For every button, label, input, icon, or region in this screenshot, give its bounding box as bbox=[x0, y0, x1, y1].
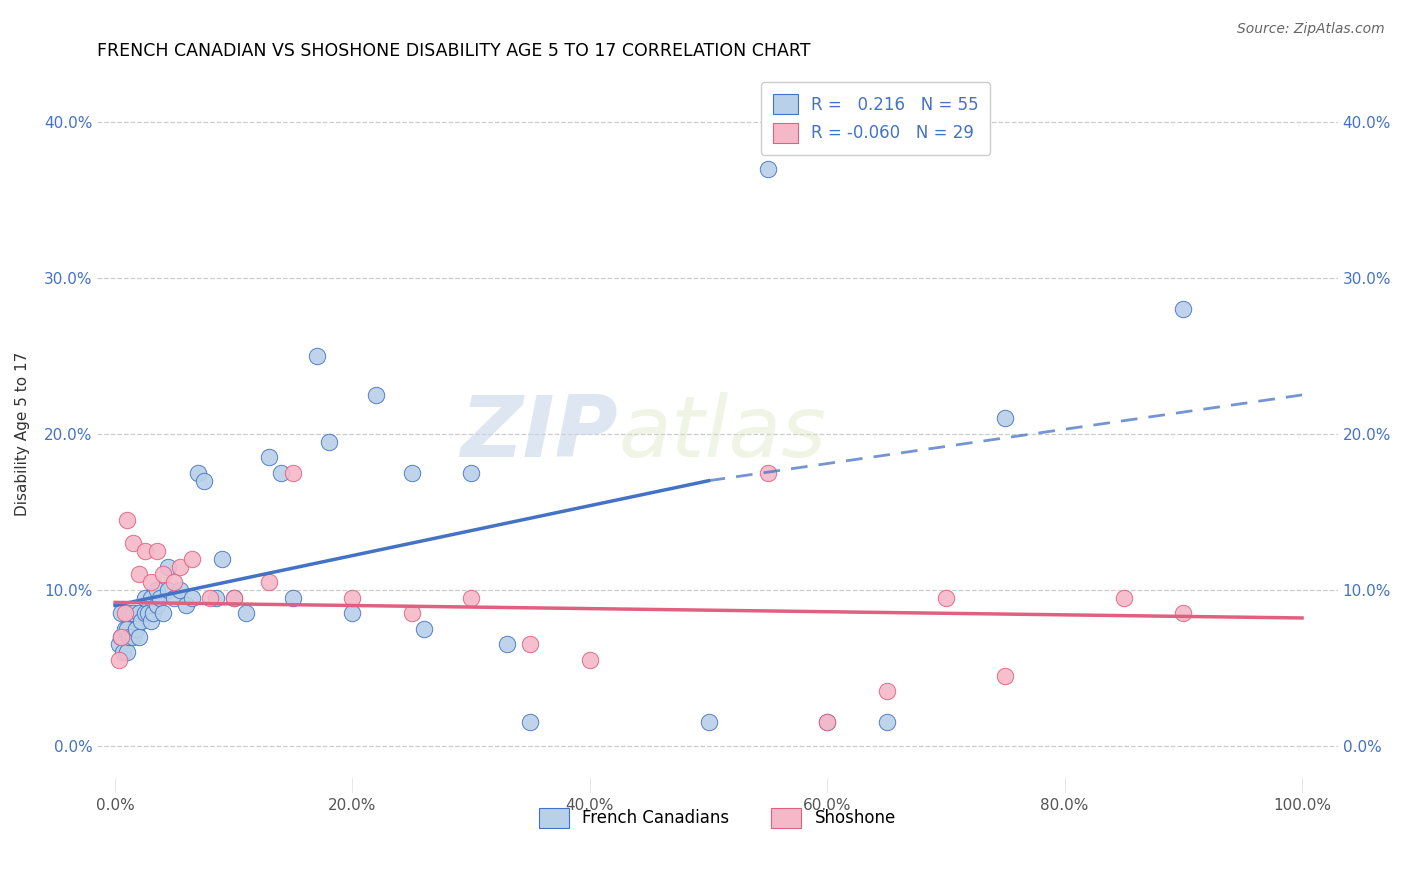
Point bbox=[134, 591, 156, 605]
Point bbox=[115, 622, 138, 636]
Point bbox=[412, 622, 434, 636]
Point bbox=[169, 559, 191, 574]
Point bbox=[163, 575, 186, 590]
Point bbox=[139, 575, 162, 590]
Point bbox=[756, 161, 779, 176]
Point bbox=[1173, 302, 1195, 317]
Text: ZIP: ZIP bbox=[461, 392, 619, 475]
Point bbox=[152, 607, 174, 621]
Text: atlas: atlas bbox=[619, 392, 827, 475]
Point bbox=[222, 591, 245, 605]
Point bbox=[174, 599, 197, 613]
Legend: French Canadians, Shoshone: French Canadians, Shoshone bbox=[533, 801, 903, 835]
Point bbox=[118, 607, 141, 621]
Point bbox=[756, 466, 779, 480]
Point bbox=[994, 411, 1017, 425]
Point bbox=[157, 559, 180, 574]
Point bbox=[136, 607, 159, 621]
Point bbox=[114, 607, 136, 621]
Point bbox=[107, 638, 129, 652]
Point bbox=[145, 599, 167, 613]
Point bbox=[401, 466, 423, 480]
Point bbox=[876, 684, 898, 698]
Point bbox=[115, 645, 138, 659]
Point bbox=[211, 551, 233, 566]
Point bbox=[112, 645, 135, 659]
Point bbox=[1112, 591, 1135, 605]
Point bbox=[259, 575, 281, 590]
Point bbox=[815, 715, 838, 730]
Point bbox=[342, 591, 364, 605]
Point bbox=[318, 434, 340, 449]
Point bbox=[110, 607, 132, 621]
Point bbox=[281, 591, 304, 605]
Text: Source: ZipAtlas.com: Source: ZipAtlas.com bbox=[1237, 22, 1385, 37]
Point bbox=[128, 607, 150, 621]
Point bbox=[169, 582, 191, 597]
Point bbox=[157, 582, 180, 597]
Point bbox=[205, 591, 228, 605]
Point bbox=[935, 591, 957, 605]
Point bbox=[366, 388, 388, 402]
Point bbox=[579, 653, 602, 667]
Point bbox=[145, 544, 167, 558]
Point bbox=[305, 349, 328, 363]
Point bbox=[401, 607, 423, 621]
Point bbox=[222, 591, 245, 605]
Point bbox=[139, 614, 162, 628]
Text: FRENCH CANADIAN VS SHOSHONE DISABILITY AGE 5 TO 17 CORRELATION CHART: FRENCH CANADIAN VS SHOSHONE DISABILITY A… bbox=[97, 42, 811, 60]
Point bbox=[460, 466, 482, 480]
Point bbox=[139, 591, 162, 605]
Point bbox=[815, 715, 838, 730]
Point bbox=[134, 544, 156, 558]
Point bbox=[152, 567, 174, 582]
Point bbox=[149, 591, 172, 605]
Point bbox=[145, 582, 167, 597]
Point bbox=[235, 607, 257, 621]
Point bbox=[128, 630, 150, 644]
Point bbox=[519, 715, 541, 730]
Y-axis label: Disability Age 5 to 17: Disability Age 5 to 17 bbox=[15, 351, 30, 516]
Point bbox=[495, 638, 517, 652]
Point bbox=[134, 607, 156, 621]
Point bbox=[697, 715, 720, 730]
Point bbox=[121, 630, 143, 644]
Point bbox=[110, 630, 132, 644]
Point bbox=[129, 614, 152, 628]
Point bbox=[114, 622, 136, 636]
Point bbox=[193, 474, 215, 488]
Point bbox=[118, 630, 141, 644]
Point bbox=[876, 715, 898, 730]
Point bbox=[163, 591, 186, 605]
Point bbox=[142, 607, 165, 621]
Point bbox=[128, 567, 150, 582]
Point bbox=[198, 591, 221, 605]
Point bbox=[107, 653, 129, 667]
Point bbox=[121, 607, 143, 621]
Point bbox=[270, 466, 292, 480]
Point bbox=[187, 466, 209, 480]
Point bbox=[115, 513, 138, 527]
Point bbox=[259, 450, 281, 465]
Point bbox=[181, 551, 204, 566]
Point bbox=[125, 622, 148, 636]
Point bbox=[121, 536, 143, 550]
Point bbox=[181, 591, 204, 605]
Point bbox=[342, 607, 364, 621]
Point bbox=[519, 638, 541, 652]
Point bbox=[1173, 607, 1195, 621]
Point bbox=[994, 668, 1017, 682]
Point bbox=[110, 630, 132, 644]
Point bbox=[281, 466, 304, 480]
Point bbox=[460, 591, 482, 605]
